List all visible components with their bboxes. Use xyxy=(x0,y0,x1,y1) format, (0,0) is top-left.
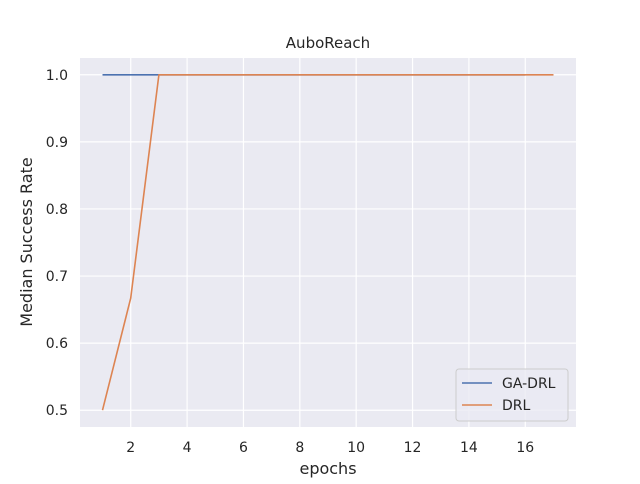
y-tick-label: 0.5 xyxy=(46,403,68,419)
x-tick-label: 16 xyxy=(516,440,534,456)
legend-label: DRL xyxy=(502,398,531,414)
series-line-drl xyxy=(101,74,554,411)
x-axis-ticks: 2 4 6 8 10 12 14 16 xyxy=(126,440,534,456)
y-tick-label: 0.8 xyxy=(46,202,68,218)
x-tick-label: 2 xyxy=(126,440,135,456)
x-tick-label: 12 xyxy=(404,440,422,456)
y-tick-label: 0.6 xyxy=(46,336,68,352)
chart-title: AuboReach xyxy=(286,34,370,52)
y-axis-label: Median Success Rate xyxy=(17,157,36,326)
legend: GA-DRL DRL xyxy=(455,368,569,422)
x-tick-label: 4 xyxy=(183,440,192,456)
y-axis-ticks: 0.5 0.6 0.7 0.8 0.9 1.0 xyxy=(46,68,68,419)
y-tick-label: 1.0 xyxy=(46,68,68,84)
y-tick-label: 0.7 xyxy=(46,269,68,285)
x-axis-label: epochs xyxy=(299,459,356,478)
x-tick-label: 10 xyxy=(347,440,365,456)
x-tick-label: 14 xyxy=(460,440,478,456)
x-tick-label: 8 xyxy=(295,440,304,456)
x-tick-label: 6 xyxy=(239,440,248,456)
y-tick-label: 0.9 xyxy=(46,135,68,151)
plot-background xyxy=(80,58,576,427)
legend-box xyxy=(455,368,569,422)
legend-label: GA-DRL xyxy=(502,376,556,392)
series-lines xyxy=(101,74,554,411)
